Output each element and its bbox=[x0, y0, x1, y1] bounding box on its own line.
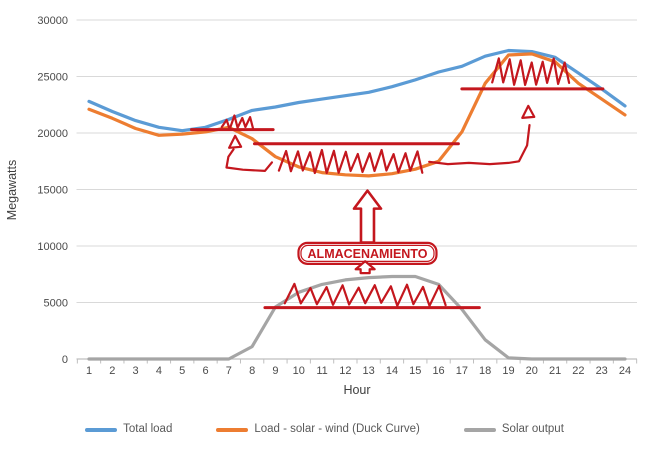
legend-item-duck-curve: Load - solar - wind (Duck Curve) bbox=[216, 423, 420, 436]
x-tick-label: 18 bbox=[479, 365, 491, 377]
x-tick-label: 24 bbox=[619, 365, 631, 377]
legend-swatch-total-load bbox=[85, 428, 118, 432]
annotation-scribble bbox=[220, 114, 255, 131]
annotation-scribble bbox=[277, 148, 424, 175]
storage-label-box-inner bbox=[300, 244, 435, 262]
chart-legend: Total load Load - solar - wind (Duck Cur… bbox=[0, 423, 649, 436]
x-tick-label: 7 bbox=[226, 365, 232, 377]
x-tick-label: 2 bbox=[109, 365, 115, 377]
x-tick-label: 4 bbox=[156, 365, 162, 377]
legend-label-total-load: Total load bbox=[123, 423, 173, 435]
series-line-0 bbox=[87, 48, 627, 133]
x-tick-label: 20 bbox=[526, 365, 538, 377]
x-tick-label: 15 bbox=[409, 365, 421, 377]
y-axis-title: Megawatts bbox=[5, 160, 19, 220]
legend-item-solar-output: Solar output bbox=[463, 423, 564, 436]
y-tick-label: 5000 bbox=[44, 298, 68, 310]
storage-block-arrow bbox=[352, 189, 383, 244]
x-tick-label: 8 bbox=[249, 365, 255, 377]
annotation-arrow-tail bbox=[428, 123, 531, 166]
x-tick-label: 6 bbox=[202, 365, 208, 377]
x-tick-label: 14 bbox=[386, 365, 398, 377]
legend-item-total-load: Total load bbox=[85, 423, 173, 436]
y-tick-label: 20000 bbox=[37, 128, 68, 140]
x-tick-label: 10 bbox=[293, 365, 305, 377]
y-tick-label: 0 bbox=[62, 354, 68, 366]
series-line-2 bbox=[87, 274, 627, 361]
annotation-scribble bbox=[491, 57, 571, 86]
x-tick-label: 1 bbox=[86, 365, 92, 377]
y-tick-label: 25000 bbox=[37, 72, 68, 84]
annotation-arrowhead bbox=[521, 104, 536, 119]
red-annotations: ALMACENAMIENTO bbox=[190, 57, 605, 310]
y-tick-label: 30000 bbox=[37, 15, 68, 27]
annotation-scribble bbox=[283, 282, 447, 307]
legend-swatch-solar-output bbox=[463, 428, 496, 432]
storage-label-text: ALMACENAMIENTO bbox=[308, 247, 428, 261]
x-tick-label: 11 bbox=[316, 365, 327, 377]
x-tick-label: 17 bbox=[456, 365, 468, 377]
x-tick-label: 5 bbox=[179, 365, 185, 377]
x-tick-label: 16 bbox=[432, 365, 444, 377]
x-tick-label: 19 bbox=[502, 365, 514, 377]
x-tick-label: 13 bbox=[363, 365, 375, 377]
y-tick-label: 10000 bbox=[37, 241, 68, 253]
storage-block-arrow bbox=[354, 260, 376, 275]
series-line-1 bbox=[87, 52, 627, 178]
y-tick-label: 15000 bbox=[37, 185, 68, 197]
legend-label-duck-curve: Load - solar - wind (Duck Curve) bbox=[254, 423, 420, 435]
legend-label-solar-output: Solar output bbox=[501, 423, 564, 435]
legend-swatch-duck-curve bbox=[216, 428, 249, 432]
annotation-arrow-tail bbox=[225, 148, 273, 172]
x-tick-label: 22 bbox=[572, 365, 584, 377]
x-tick-label: 23 bbox=[596, 365, 608, 377]
x-tick-label: 12 bbox=[339, 365, 351, 377]
x-axis-title: Hour bbox=[343, 383, 370, 397]
annotation-arrowhead bbox=[228, 134, 243, 149]
x-tick-label: 21 bbox=[549, 365, 561, 377]
x-tick-label: 3 bbox=[133, 365, 139, 377]
x-tick-label: 9 bbox=[272, 365, 278, 377]
